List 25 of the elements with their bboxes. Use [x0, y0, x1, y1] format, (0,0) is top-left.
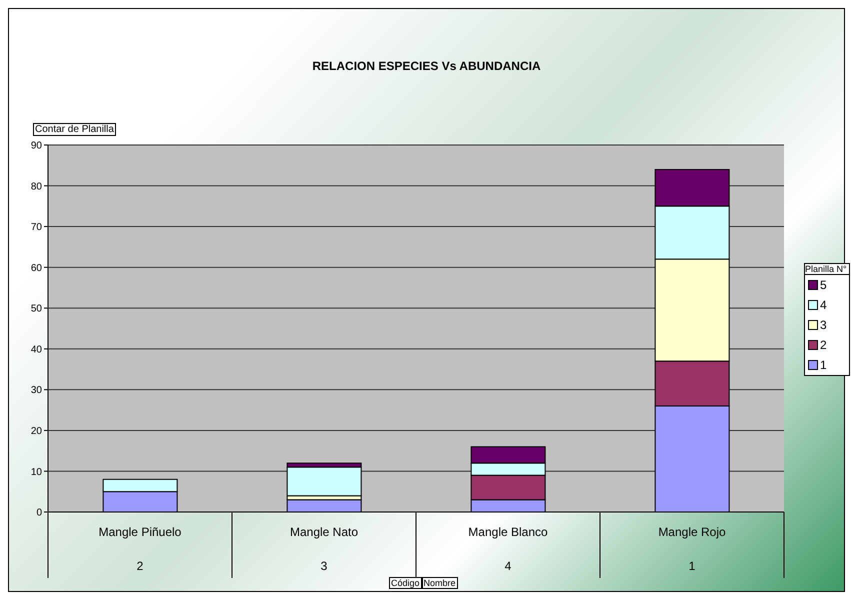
category-label: Mangle Piñuelo 2	[98, 525, 182, 573]
y-tick-label: 30	[30, 385, 42, 396]
legend-label: 5	[820, 278, 827, 292]
text: Código	[389, 577, 422, 589]
legend-label: 2	[820, 338, 827, 352]
bar	[286, 466, 362, 496]
y-tick-label: 70	[30, 222, 42, 234]
y-tick-label: 0	[36, 508, 42, 519]
text: Nombre	[422, 577, 458, 589]
y-axis-title: Contar de Planilla	[33, 123, 116, 136]
y-tick-label: 20	[30, 426, 42, 437]
legend-label: 3	[820, 318, 827, 332]
legend-title: Planilla N°	[805, 264, 849, 275]
chart-title: RELACION ESPECIES Vs ABUNDANCIA	[311, 59, 542, 73]
y-tick-label: 80	[30, 181, 42, 192]
legend-label: 1	[820, 358, 827, 372]
category-label: Mangle Nato 3	[290, 525, 358, 573]
category-label: Mangle Rojo 1	[658, 525, 726, 573]
y-tick-label: 40	[30, 344, 42, 356]
y-tick-label: 90	[30, 140, 42, 152]
legend-label: 4	[820, 298, 827, 312]
y-tick-label: 50	[30, 304, 42, 315]
category-label: Mangle Blanco 4	[468, 525, 548, 573]
y-tick-label: 60	[30, 262, 42, 274]
y-tick-label: 10	[30, 466, 42, 478]
